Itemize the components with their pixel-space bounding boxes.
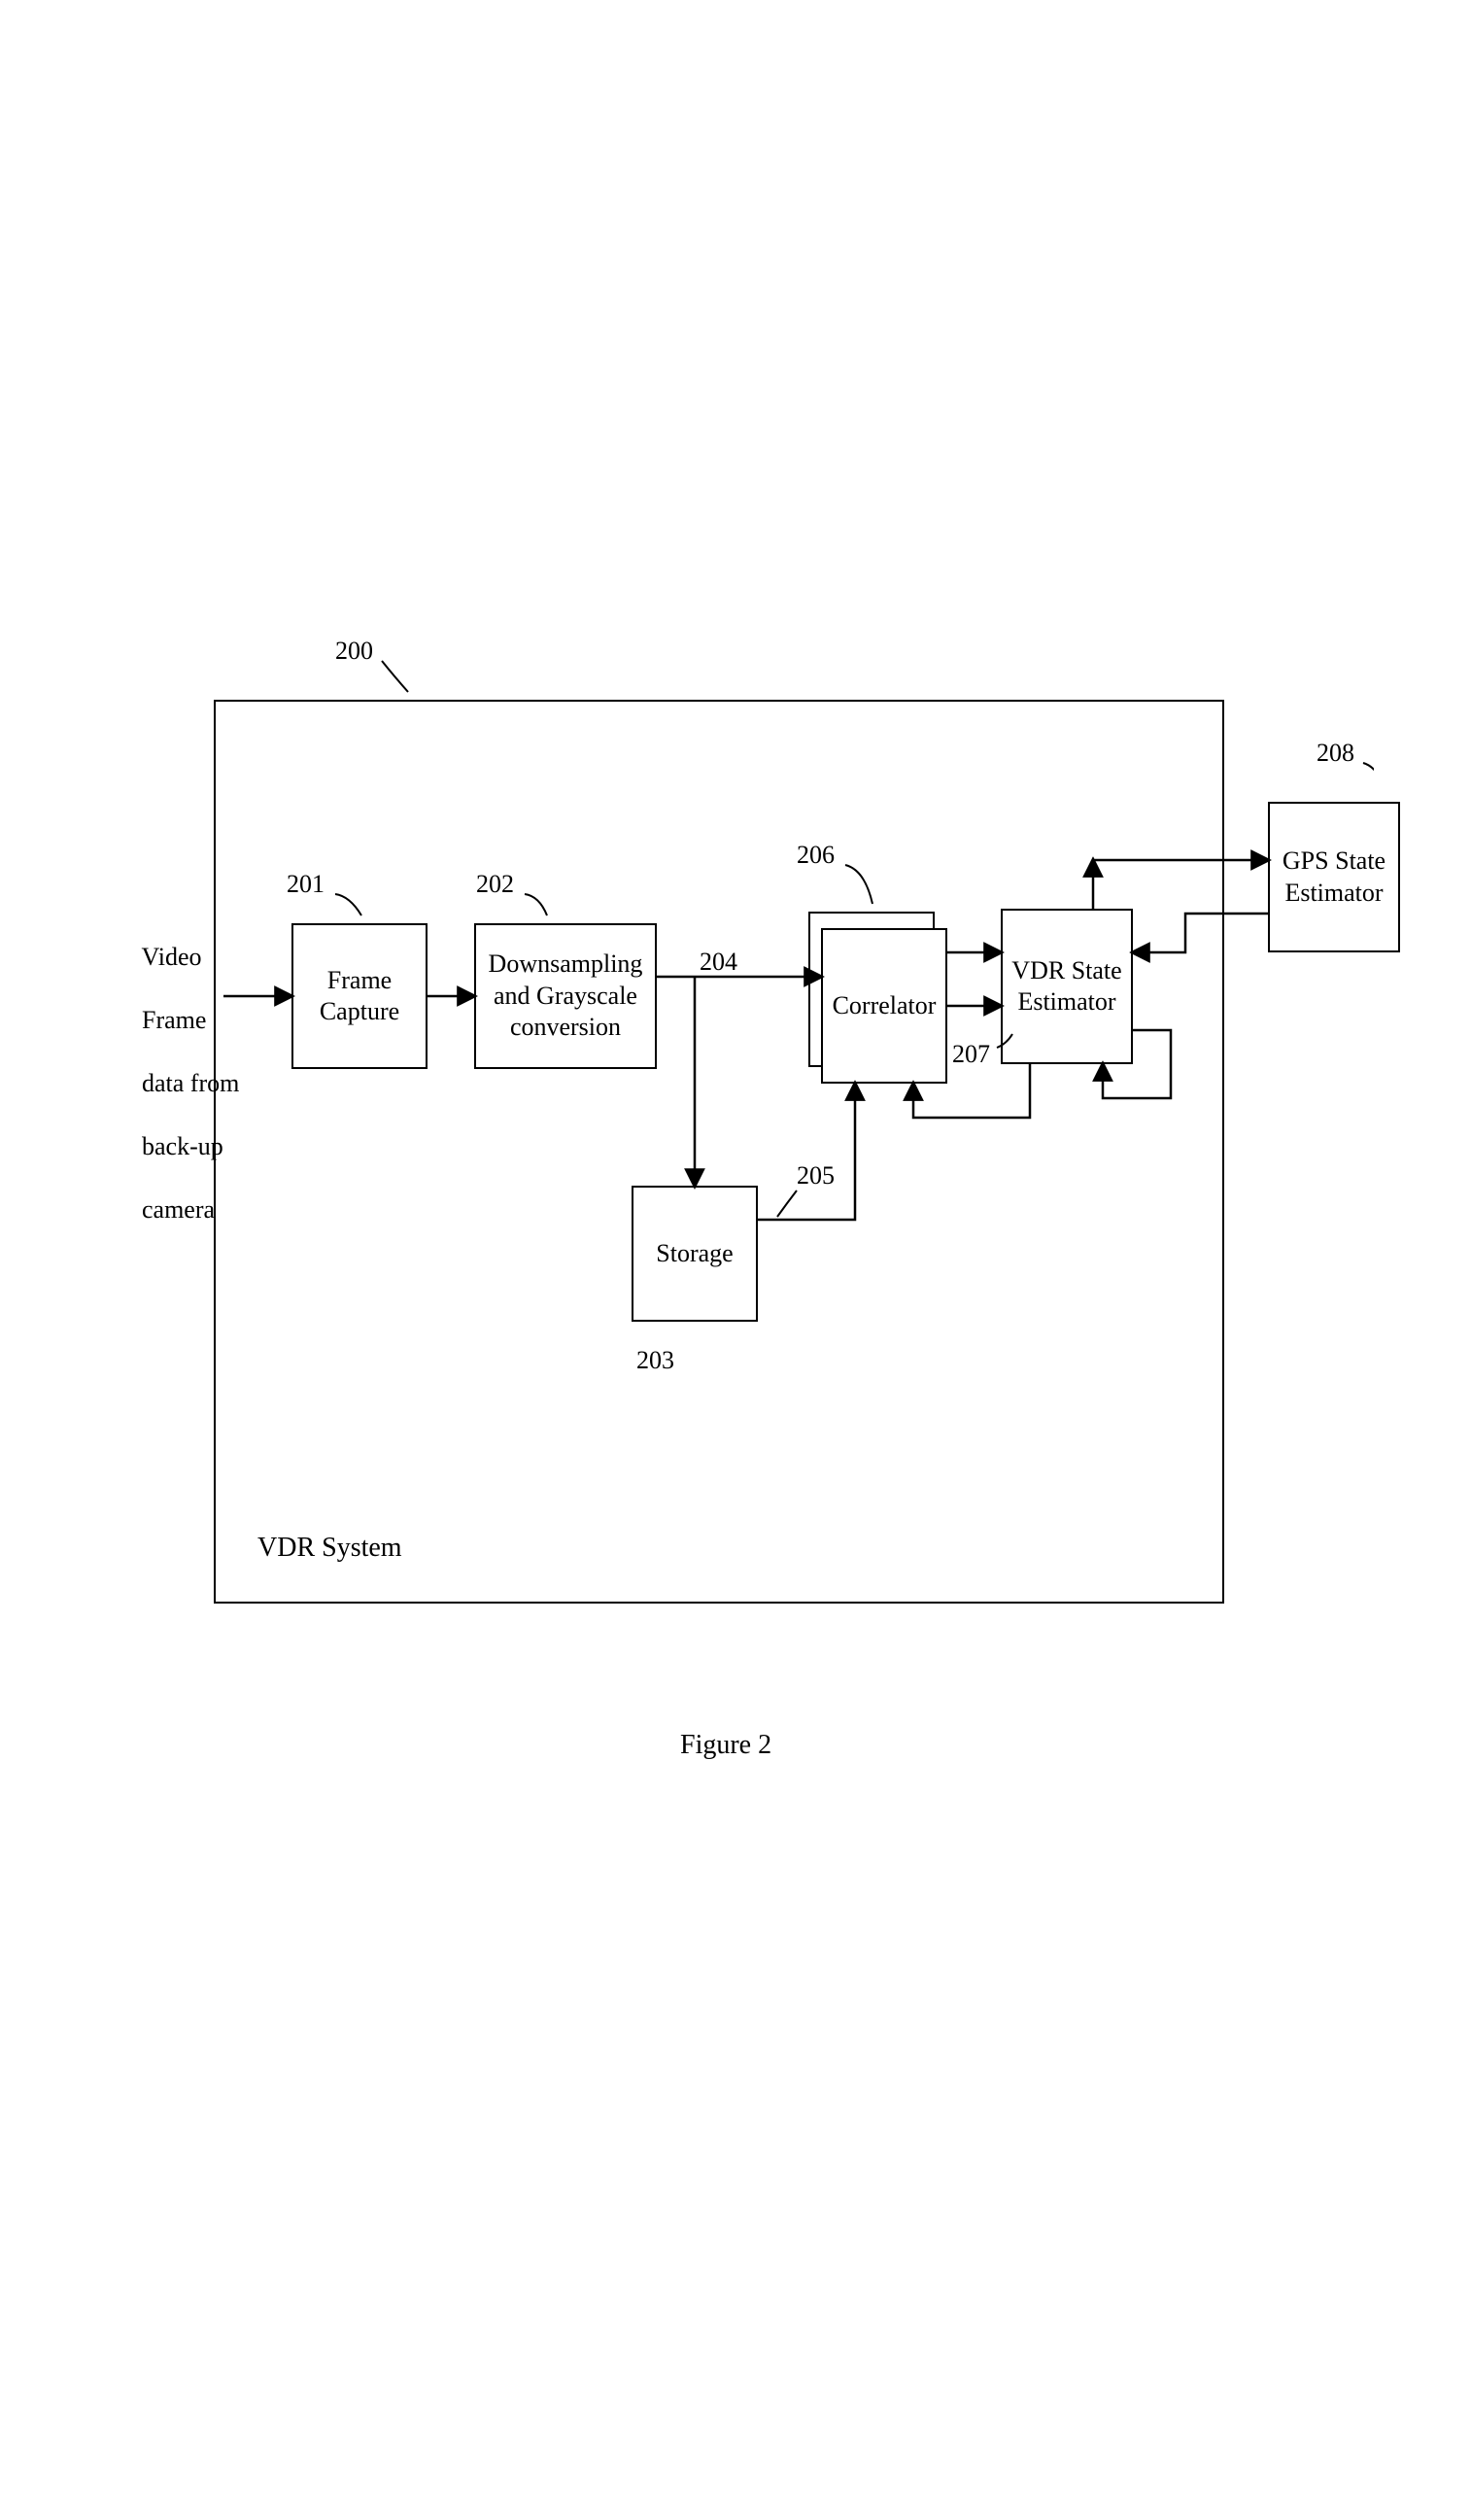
ref-203: 203 xyxy=(636,1346,674,1375)
block-frame-capture-l1: Capture xyxy=(320,997,399,1025)
block-downsample-l1: and Grayscale xyxy=(494,982,637,1010)
block-gps-estimator: GPS State Estimator xyxy=(1268,802,1400,952)
block-gps-l0: GPS State xyxy=(1283,846,1385,875)
leader-208 xyxy=(1363,763,1374,794)
input-label-l4: camera xyxy=(142,1195,215,1224)
figure-caption: Figure 2 xyxy=(680,1730,771,1761)
block-downsample: Downsampling and Grayscale conversion xyxy=(474,923,657,1069)
input-label: Video Frame data from back-up camera xyxy=(117,910,239,1258)
ref-208: 208 xyxy=(1317,739,1354,768)
ref-205: 205 xyxy=(797,1161,835,1191)
block-vdr-l1: Estimator xyxy=(1017,987,1115,1016)
input-label-l0: Video xyxy=(142,943,202,971)
block-storage-l0: Storage xyxy=(656,1238,733,1270)
block-vdr-estimator: VDR State Estimator xyxy=(1001,909,1133,1064)
block-correlator: Correlator xyxy=(821,928,947,1084)
diagram-canvas: 200 VDR System Video Frame data from bac… xyxy=(97,622,1374,1898)
block-downsample-l2: conversion xyxy=(510,1013,621,1041)
input-label-l3: back-up xyxy=(142,1132,223,1160)
block-frame-capture-l0: Frame xyxy=(327,966,392,994)
block-frame-capture: Frame Capture xyxy=(291,923,428,1069)
block-vdr-l0: VDR State xyxy=(1011,956,1121,984)
ref-204: 204 xyxy=(700,948,737,977)
block-downsample-l0: Downsampling xyxy=(489,949,643,978)
ref-206: 206 xyxy=(797,841,835,870)
leader-200 xyxy=(382,661,408,692)
input-label-l2: data from xyxy=(142,1069,239,1097)
block-correlator-l0: Correlator xyxy=(833,990,937,1022)
block-gps-l1: Estimator xyxy=(1284,879,1383,907)
ref-202: 202 xyxy=(476,870,514,899)
block-storage: Storage xyxy=(632,1186,758,1322)
ref-201: 201 xyxy=(287,870,325,899)
ref-207: 207 xyxy=(952,1040,990,1069)
input-label-l1: Frame xyxy=(142,1006,206,1034)
vdr-system-container xyxy=(214,700,1224,1604)
container-label: VDR System xyxy=(257,1531,402,1565)
ref-200: 200 xyxy=(335,637,373,666)
